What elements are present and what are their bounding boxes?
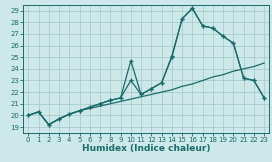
X-axis label: Humidex (Indice chaleur): Humidex (Indice chaleur) [82,144,211,153]
